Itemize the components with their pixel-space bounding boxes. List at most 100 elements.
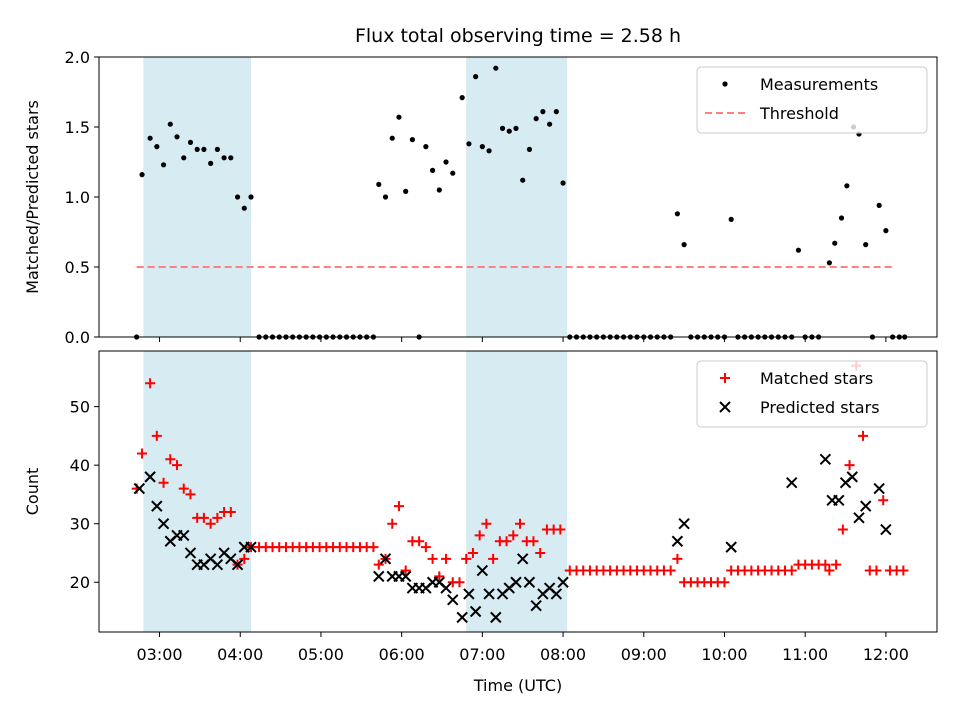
measurements-point-55 <box>499 125 506 131</box>
legend-panel-1: Measurements Threshold <box>696 66 928 134</box>
predicted-stars-point-54 <box>846 471 858 483</box>
data-layer <box>131 65 909 624</box>
predicted-stars-point-17 <box>245 541 257 553</box>
legend-swatch-matched-stars <box>720 373 730 383</box>
measurements-point-8 <box>181 155 187 161</box>
predicted-stars-point-55 <box>853 512 865 524</box>
measurements-point-13 <box>214 146 220 152</box>
matched-stars-point-40 <box>393 501 404 512</box>
matched-stars-point-3 <box>145 378 156 389</box>
measurements-point-11 <box>201 146 207 152</box>
predicted-stars-point-40 <box>523 576 536 588</box>
measurements-point-45 <box>429 167 436 173</box>
legend-label: Matched stars <box>760 369 873 388</box>
highlight-band-1-panel-1 <box>143 57 251 337</box>
measurements-point-10 <box>194 146 200 152</box>
predicted-stars-point-56 <box>860 500 872 512</box>
measurements-point-37 <box>376 181 382 187</box>
matched-stars-point-103 <box>820 559 831 570</box>
matched-stars-point-80 <box>665 565 676 576</box>
matched-stars-point-7 <box>172 460 183 471</box>
measurements-point-58 <box>520 177 526 183</box>
measurements-point-18 <box>248 194 254 200</box>
matched-stars-point-109 <box>858 430 869 441</box>
panel-2-frame <box>98 350 938 633</box>
matched-stars-point-49 <box>454 577 465 588</box>
legend-swatch-measurements <box>722 81 728 87</box>
matched-stars-point-54 <box>488 553 499 564</box>
measurements-point-14 <box>221 155 227 161</box>
measurements-point-64 <box>560 180 566 186</box>
panel-2-y-tick-label: 40 <box>70 456 90 475</box>
highlight-band-1-panel-2 <box>143 351 251 632</box>
x-tick-label: 10:00 <box>701 645 747 664</box>
predicted-stars-point-29 <box>447 594 459 606</box>
matched-stars-point-39 <box>387 518 398 529</box>
measurements-point-52 <box>479 144 485 150</box>
measurements-point-56 <box>506 128 512 134</box>
x-tick-label: 06:00 <box>379 645 425 664</box>
predicted-stars-point-2 <box>144 471 156 483</box>
predicted-stars-point-28 <box>440 582 452 594</box>
measurements-point-48 <box>450 170 456 176</box>
legend-label: Measurements <box>760 75 878 94</box>
panel-1-y-tick-label: 0.0 <box>65 328 90 347</box>
predicted-stars-point-15 <box>231 558 244 571</box>
predicted-stars-point-12 <box>211 558 224 571</box>
legend-label: Predicted stars <box>760 398 880 417</box>
axes-layer: 0.0 0.5 1.0 1.5 2.0 20 30 40 50 03:00 04:00 05:00 06… <box>65 48 938 664</box>
matched-stars-point-15 <box>225 506 236 517</box>
x-tick-label: 04:00 <box>217 645 263 664</box>
measurements-point-3 <box>147 135 153 141</box>
x-tick-label: 03:00 <box>136 645 182 664</box>
predicted-stars-point-1 <box>133 482 146 495</box>
measurements-point-6 <box>167 121 173 127</box>
highlight-band-2-panel-1 <box>466 57 568 337</box>
highlight-band-2-panel-2 <box>466 351 568 632</box>
measurements-point-53 <box>486 148 492 154</box>
x-axis-label: Time (UTC) <box>473 676 562 695</box>
measurements-point-60 <box>533 116 539 122</box>
panel-2-y-tick-label: 30 <box>70 515 90 534</box>
legend-box <box>696 360 928 428</box>
measurements-point-57 <box>513 125 519 131</box>
measurements-point-47 <box>443 159 449 165</box>
predicted-stars-series <box>133 453 892 624</box>
legend-swatch-predicted-stars <box>719 401 731 413</box>
matched-stars-point-53 <box>481 518 492 529</box>
predicted-stars-point-8 <box>184 547 197 559</box>
chart-title: Flux total observing time = 2.58 h <box>355 25 681 47</box>
matched-stars-point-9 <box>185 489 196 500</box>
measurements-point-2 <box>139 172 145 178</box>
matched-stars-point-4 <box>151 430 162 441</box>
predicted-stars-point-32 <box>469 605 482 618</box>
matched-stars-point-47 <box>441 553 452 564</box>
measurements-point-15 <box>228 155 234 161</box>
measurements-point-54 <box>493 65 499 71</box>
matched-stars-point-61 <box>535 547 546 558</box>
measurements-point-4 <box>154 144 160 150</box>
matched-stars-point-104 <box>824 565 835 576</box>
x-tick-label: 05:00 <box>298 645 344 664</box>
legend-label: Threshold <box>759 104 839 123</box>
measurements-point-44 <box>423 144 429 150</box>
matched-stars-point-6 <box>165 454 176 465</box>
measurements-series <box>134 65 908 340</box>
measurements-point-109 <box>863 242 869 248</box>
panel-2-y-tick-label: 20 <box>70 573 90 592</box>
matched-stars-point-107 <box>844 460 855 471</box>
predicted-stars-point-52 <box>833 494 845 506</box>
matched-stars-point-11 <box>198 512 209 523</box>
matched-stars-point-13 <box>212 512 223 523</box>
matched-stars-point-2 <box>137 448 148 459</box>
x-tick-label: 08:00 <box>540 645 586 664</box>
measurements-point-103 <box>826 260 832 266</box>
predicted-stars-point-18 <box>373 570 385 583</box>
y-axis-label-bottom: Count <box>23 468 42 516</box>
matched-stars-point-98 <box>786 565 797 576</box>
matched-stars-point-64 <box>555 524 566 535</box>
matched-stars-point-81 <box>672 553 683 564</box>
panel-2-y-tick-label: 50 <box>70 398 90 417</box>
measurements-point-89 <box>728 216 734 222</box>
predicted-stars-point-49 <box>786 477 798 489</box>
